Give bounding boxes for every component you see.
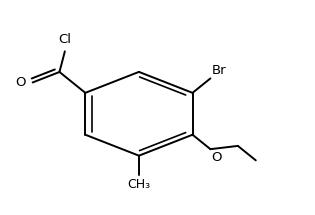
Text: Br: Br <box>212 64 226 77</box>
Text: CH₃: CH₃ <box>127 178 151 191</box>
Text: Cl: Cl <box>58 33 72 46</box>
Text: O: O <box>211 151 222 164</box>
Text: O: O <box>15 76 26 89</box>
